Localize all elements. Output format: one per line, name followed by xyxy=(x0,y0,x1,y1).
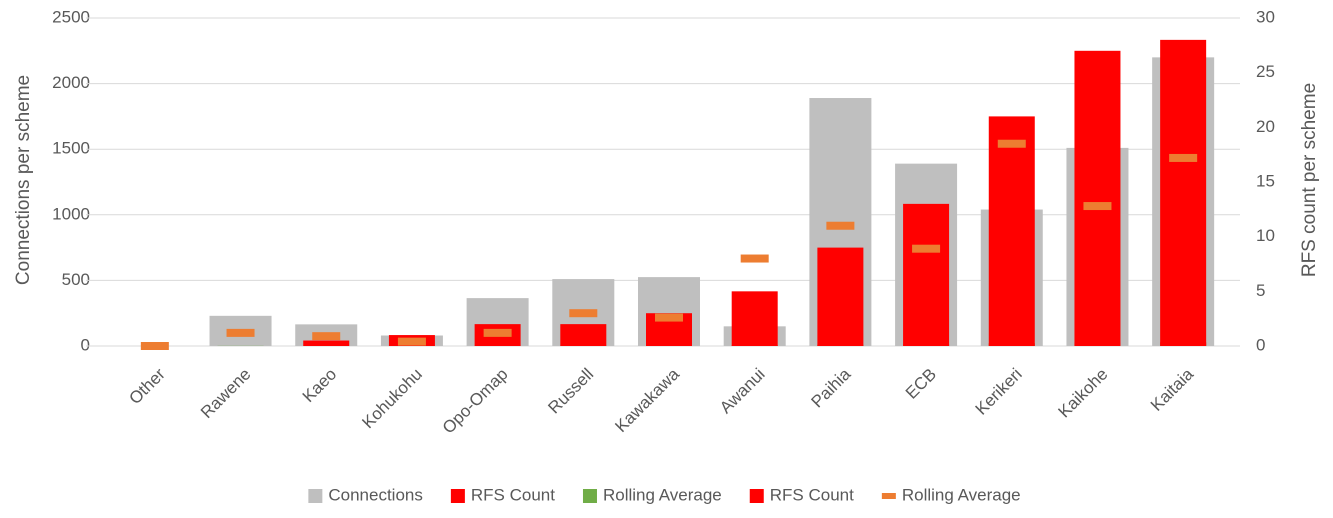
marker xyxy=(912,245,940,253)
legend-label: Connections xyxy=(328,485,423,504)
marker xyxy=(826,222,854,230)
legend-label: RFS Count xyxy=(471,485,555,504)
legend-swatch xyxy=(882,493,896,499)
x-tick-label: ECB xyxy=(902,365,940,403)
bar xyxy=(303,341,349,346)
x-tick-label: Awanui xyxy=(716,365,769,418)
x-tick-label: Other xyxy=(125,364,169,408)
y2-tick-label: 0 xyxy=(1256,335,1265,354)
x-tick-label: Rawene xyxy=(197,365,255,423)
x-tick-label: Kohukohu xyxy=(358,365,426,433)
legend-swatch xyxy=(750,489,764,503)
bar xyxy=(1074,51,1120,346)
x-tick-label: Kaeo xyxy=(299,365,341,407)
x-tick-label: Russell xyxy=(544,365,597,418)
legend-label: Rolling Average xyxy=(902,485,1021,504)
legend: Connections RFS Count Rolling Average RFS C… xyxy=(308,485,1020,504)
x-tick-label: Paihia xyxy=(808,364,855,411)
y2-tick-label: 5 xyxy=(1256,281,1265,300)
bar xyxy=(903,204,949,346)
marker xyxy=(484,329,512,337)
marker xyxy=(1169,154,1197,162)
y-tick-label: 1000 xyxy=(52,204,90,223)
marker xyxy=(398,338,426,346)
y2-tick-label: 15 xyxy=(1256,171,1275,190)
y2-tick-label: 25 xyxy=(1256,62,1275,81)
y-tick-label: 2500 xyxy=(52,7,90,26)
y-tick-label: 2000 xyxy=(52,73,90,92)
legend-label: Rolling Average xyxy=(603,485,722,504)
legend-swatch xyxy=(451,489,465,503)
marker xyxy=(1083,202,1111,210)
marker xyxy=(569,309,597,317)
y2-axis-title: RFS count per scheme xyxy=(1299,83,1320,277)
bar xyxy=(560,324,606,346)
legend-swatch xyxy=(583,489,597,503)
y-tick-label: 1500 xyxy=(52,139,90,158)
x-tick-label: Kerikeri xyxy=(972,365,1026,419)
bar xyxy=(732,291,778,346)
y-axis-title: Connections per scheme xyxy=(13,75,34,285)
legend-swatch xyxy=(308,489,322,503)
legend-label: RFS Count xyxy=(770,485,854,504)
x-tick-label: Kaikohe xyxy=(1055,365,1112,422)
y-tick-label: 0 xyxy=(81,335,90,354)
bar xyxy=(817,248,863,346)
marker xyxy=(741,255,769,263)
y2-tick-label: 20 xyxy=(1256,117,1275,136)
bar xyxy=(1160,40,1206,346)
bar xyxy=(989,116,1035,346)
x-tick-label: Opo-Omap xyxy=(439,365,512,438)
x-tick-label: Kaitaia xyxy=(1147,364,1198,415)
y-tick-label: 500 xyxy=(62,270,90,289)
marker xyxy=(312,332,340,340)
y2-tick-label: 30 xyxy=(1256,7,1275,26)
marker xyxy=(141,342,169,350)
marker xyxy=(998,140,1026,148)
marker xyxy=(655,314,683,322)
y2-tick-label: 10 xyxy=(1256,226,1275,245)
x-tick-label: Kawakawa xyxy=(611,364,683,436)
marker xyxy=(227,329,255,337)
